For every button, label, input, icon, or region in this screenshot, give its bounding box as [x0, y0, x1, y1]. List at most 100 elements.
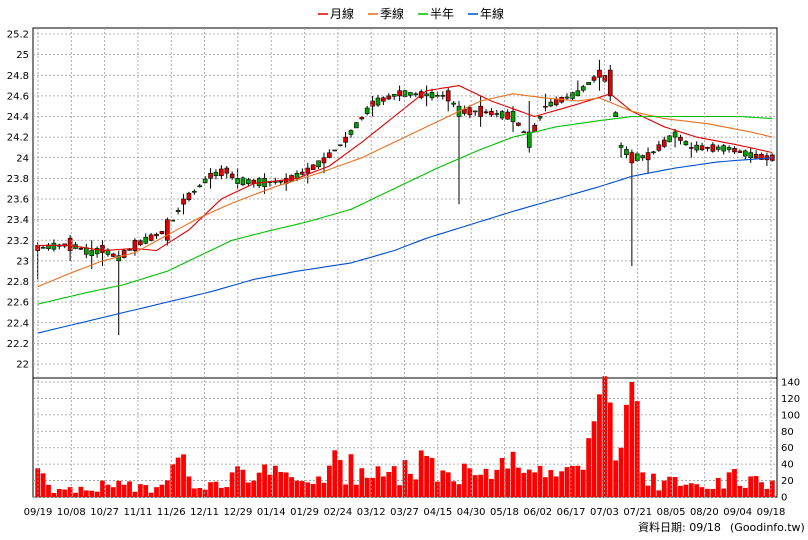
candle-body — [472, 110, 478, 113]
candle-body — [370, 100, 375, 107]
volume-bar — [121, 484, 127, 497]
moving-average-line — [37, 93, 773, 288]
candle-body — [613, 112, 618, 117]
candle-body — [737, 150, 743, 153]
volume-bar — [208, 482, 213, 497]
date-tick-label: 09/18 — [757, 507, 786, 518]
candle-body — [656, 144, 662, 151]
candle-body — [127, 249, 132, 251]
candle-body — [310, 164, 316, 170]
volume-bar — [483, 468, 489, 497]
candle-body — [148, 234, 154, 241]
date-tick-label: 07/21 — [623, 507, 652, 518]
volume-bar — [89, 490, 95, 497]
volume-bar — [575, 465, 581, 497]
volume-bar — [543, 477, 548, 497]
candle-body — [651, 151, 656, 154]
volume-bar — [602, 376, 608, 497]
price-tick-label: 22.2 — [7, 339, 29, 350]
candle-body — [742, 150, 748, 157]
candle-body — [591, 76, 597, 81]
volume-bar — [132, 491, 138, 497]
volume-bar — [278, 471, 284, 497]
candle-body — [375, 97, 381, 106]
volume-bar — [505, 468, 511, 497]
candle-body — [526, 131, 532, 148]
candle-body — [516, 122, 521, 126]
candle-body — [381, 97, 386, 102]
volume-bar — [737, 485, 743, 497]
volume-bar — [445, 472, 451, 497]
volume-bar — [678, 485, 683, 497]
volume-bar — [613, 460, 619, 497]
volume-bar — [478, 474, 484, 497]
candle-body — [483, 111, 489, 114]
date-tick-label: 10/08 — [57, 507, 86, 518]
date-tick-label: 03/27 — [390, 507, 419, 518]
candle-body — [165, 219, 170, 241]
candle-body — [575, 90, 581, 97]
candle-body — [532, 124, 537, 133]
candle-body — [408, 92, 413, 96]
price-tick-label: 23.8 — [7, 174, 29, 185]
date-tick-label: 09/19 — [24, 507, 53, 518]
volume-bar — [181, 454, 186, 497]
candle-body — [170, 219, 176, 222]
volume-bar — [710, 488, 716, 497]
volume-bar — [705, 488, 710, 497]
volume-bar — [634, 401, 640, 497]
volume-bar — [451, 481, 457, 497]
volume-bar — [256, 472, 262, 497]
candle-body — [181, 198, 186, 205]
candle-body — [440, 95, 446, 97]
volume-bar — [343, 484, 348, 497]
volume-tick-label: 100 — [781, 410, 800, 421]
candle-body — [505, 111, 510, 120]
candle-body — [391, 94, 397, 97]
chart-legend: 月線 季線 半年 年線 — [318, 6, 504, 21]
date-tick-label: 08/05 — [657, 507, 686, 518]
candle-body — [618, 145, 624, 148]
legend-label: 季線 — [380, 6, 404, 21]
candle-body — [688, 147, 694, 149]
candle-body — [229, 173, 235, 178]
volume-bar — [100, 480, 105, 497]
volume-bar — [299, 481, 305, 497]
volume-bar — [721, 488, 727, 497]
date-tick-label: 04/15 — [423, 507, 452, 518]
volume-tick-label: 0 — [781, 493, 787, 504]
price-tick-label: 23 — [16, 256, 29, 267]
volume-bar — [532, 472, 538, 497]
volume-bar — [294, 480, 300, 497]
volume-bar — [683, 484, 689, 497]
volume-bar — [197, 487, 203, 497]
candle-body — [494, 113, 500, 115]
candle-body — [78, 248, 84, 250]
price-tick-label: 22.4 — [7, 318, 29, 329]
price-tick-label: 23.2 — [7, 236, 29, 247]
volume-bar — [521, 472, 527, 497]
candle-body — [694, 144, 699, 151]
volume-bar — [510, 451, 516, 497]
candle-body — [316, 160, 321, 168]
candle-body — [489, 110, 494, 116]
moving-average-line — [37, 157, 773, 334]
candle-body — [451, 102, 456, 105]
volume-bar — [764, 488, 770, 497]
volume-bar — [94, 491, 100, 497]
volume-bar — [715, 477, 721, 497]
candle-body — [553, 98, 559, 106]
volume-bar — [440, 470, 446, 497]
date-tick-label: 01/29 — [290, 507, 319, 518]
volume-bar — [462, 463, 467, 497]
volume-bar — [105, 484, 111, 497]
volume-bar — [732, 469, 737, 497]
volume-bar — [499, 457, 505, 497]
candle-body — [624, 149, 629, 156]
date-tick-label: 03/12 — [357, 507, 386, 518]
price-tick-label: 24.4 — [7, 112, 29, 123]
price-tick-label: 25.2 — [7, 30, 29, 41]
candle-body — [138, 240, 143, 246]
candle-body — [705, 146, 710, 149]
volume-bar — [753, 476, 759, 497]
